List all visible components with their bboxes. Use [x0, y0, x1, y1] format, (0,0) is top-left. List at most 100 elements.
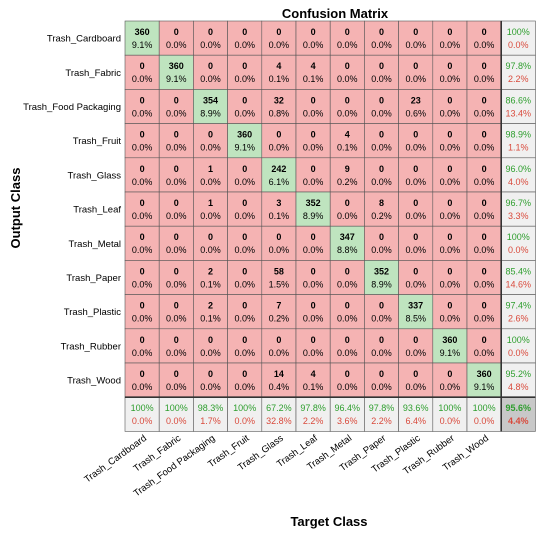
matrix-cell: 0 0.0%	[364, 362, 399, 398]
summary-accuracy: 100%	[438, 403, 461, 413]
cell-count: 0	[174, 27, 179, 37]
cell-percent: 9.1%	[234, 143, 255, 153]
cell-background	[124, 191, 160, 227]
matrix-cell: 0 0.0%	[261, 20, 297, 56]
cell-count: 0	[276, 27, 281, 37]
matrix-cell: 0 0.0%	[398, 362, 434, 398]
cell-count: 0	[174, 232, 179, 242]
matrix-cell: 7 0.2%	[261, 294, 297, 330]
cell-count: 0	[413, 61, 418, 71]
cell-percent: 8.5%	[405, 314, 426, 324]
cell-count: 14	[274, 369, 284, 379]
summary-error: 4.8%	[508, 382, 529, 392]
cell-background	[193, 396, 228, 432]
cell-percent: 0.0%	[440, 177, 461, 187]
cell-percent: 0.0%	[440, 74, 461, 84]
cell-background	[500, 123, 536, 159]
cell-count: 23	[411, 95, 421, 105]
summary-error: 0.0%	[234, 416, 255, 426]
cell-percent: 0.0%	[269, 143, 290, 153]
cell-percent: 0.0%	[440, 143, 461, 153]
cell-background	[261, 157, 297, 193]
cell-percent: 0.0%	[440, 382, 461, 392]
cell-count: 0	[345, 335, 350, 345]
matrix-cell: 0 0.0%	[124, 54, 160, 90]
matrix-cell: 0 0.0%	[124, 260, 160, 295]
matrix-cell: 100% 0.0%	[466, 396, 502, 432]
cell-count: 0	[140, 232, 145, 242]
matrix-cell: 0 0.0%	[158, 328, 194, 364]
cell-percent: 0.0%	[474, 211, 495, 221]
cell-background	[158, 20, 194, 56]
matrix-cell: 100% 0.0%	[432, 396, 468, 432]
cell-count: 0	[413, 369, 418, 379]
cell-count: 0	[242, 198, 247, 208]
cell-count: 0	[447, 61, 452, 71]
summary-error: 0.0%	[132, 416, 153, 426]
cell-percent: 0.0%	[132, 279, 153, 289]
cell-percent: 0.0%	[234, 279, 255, 289]
summary-accuracy: 100%	[507, 27, 530, 37]
cell-percent: 1.5%	[269, 279, 290, 289]
cell-count: 0	[447, 301, 452, 311]
cell-count: 0	[413, 27, 418, 37]
cell-background	[295, 157, 331, 193]
cell-count: 0	[208, 335, 213, 345]
cell-background	[500, 294, 536, 330]
cell-background	[500, 191, 536, 227]
cell-count: 0	[242, 164, 247, 174]
cell-percent: 0.0%	[132, 108, 153, 118]
cell-count: 0	[174, 164, 179, 174]
cell-background	[295, 20, 331, 56]
cell-background	[398, 54, 434, 90]
matrix-cell: 0 0.0%	[398, 191, 434, 227]
cell-percent: 0.0%	[200, 74, 221, 84]
cell-background	[124, 20, 160, 56]
cell-percent: 8.9%	[303, 211, 324, 221]
matrix-cell: 0 0.0%	[466, 328, 502, 364]
cell-percent: 0.0%	[337, 211, 358, 221]
summary-accuracy: 67.2%	[266, 403, 292, 413]
matrix-cell: 98.9% 1.1%	[500, 123, 536, 159]
cell-background	[329, 191, 365, 227]
cell-percent: 0.1%	[303, 382, 324, 392]
cell-count: 0	[242, 61, 247, 71]
cell-background	[227, 54, 263, 90]
cell-count: 0	[482, 61, 487, 71]
matrix-cell: 98.3% 1.7%	[193, 396, 228, 432]
row-label: Trash_Fruit	[73, 136, 122, 147]
cell-percent: 0.0%	[405, 382, 426, 392]
cell-background	[329, 396, 365, 432]
summary-error: 2.2%	[508, 74, 529, 84]
cell-count: 0	[276, 130, 281, 140]
cell-background	[432, 328, 468, 364]
summary-accuracy: 97.4%	[506, 301, 532, 311]
matrix-cell: 0 0.0%	[193, 123, 228, 159]
matrix-cell: 58 1.5%	[261, 260, 297, 295]
summary-accuracy: 98.9%	[506, 130, 532, 140]
cell-background	[227, 294, 263, 330]
cell-background	[432, 225, 468, 261]
matrix-cell: 0 0.0%	[364, 123, 399, 159]
cell-count: 0	[413, 198, 418, 208]
cell-percent: 0.0%	[132, 382, 153, 392]
cell-count: 0	[208, 27, 213, 37]
summary-accuracy: 97.8%	[506, 61, 532, 71]
cell-percent: 0.0%	[234, 74, 255, 84]
cell-percent: 9.1%	[440, 348, 461, 358]
cell-count: 0	[379, 301, 384, 311]
matrix-cell: 0 0.0%	[227, 328, 263, 364]
row-label: Trash_Rubber	[61, 341, 121, 352]
cell-percent: 0.1%	[200, 314, 221, 324]
matrix-cell: 0 0.0%	[466, 20, 502, 56]
cell-percent: 0.0%	[200, 211, 221, 221]
cell-percent: 0.2%	[371, 211, 392, 221]
cell-background	[193, 362, 228, 398]
cell-percent: 0.0%	[474, 143, 495, 153]
cell-percent: 0.0%	[303, 348, 324, 358]
cell-count: 0	[174, 130, 179, 140]
matrix-cell: 0 0.0%	[227, 20, 263, 56]
cell-background	[193, 225, 228, 261]
matrix-cell: 0 0.0%	[158, 123, 194, 159]
